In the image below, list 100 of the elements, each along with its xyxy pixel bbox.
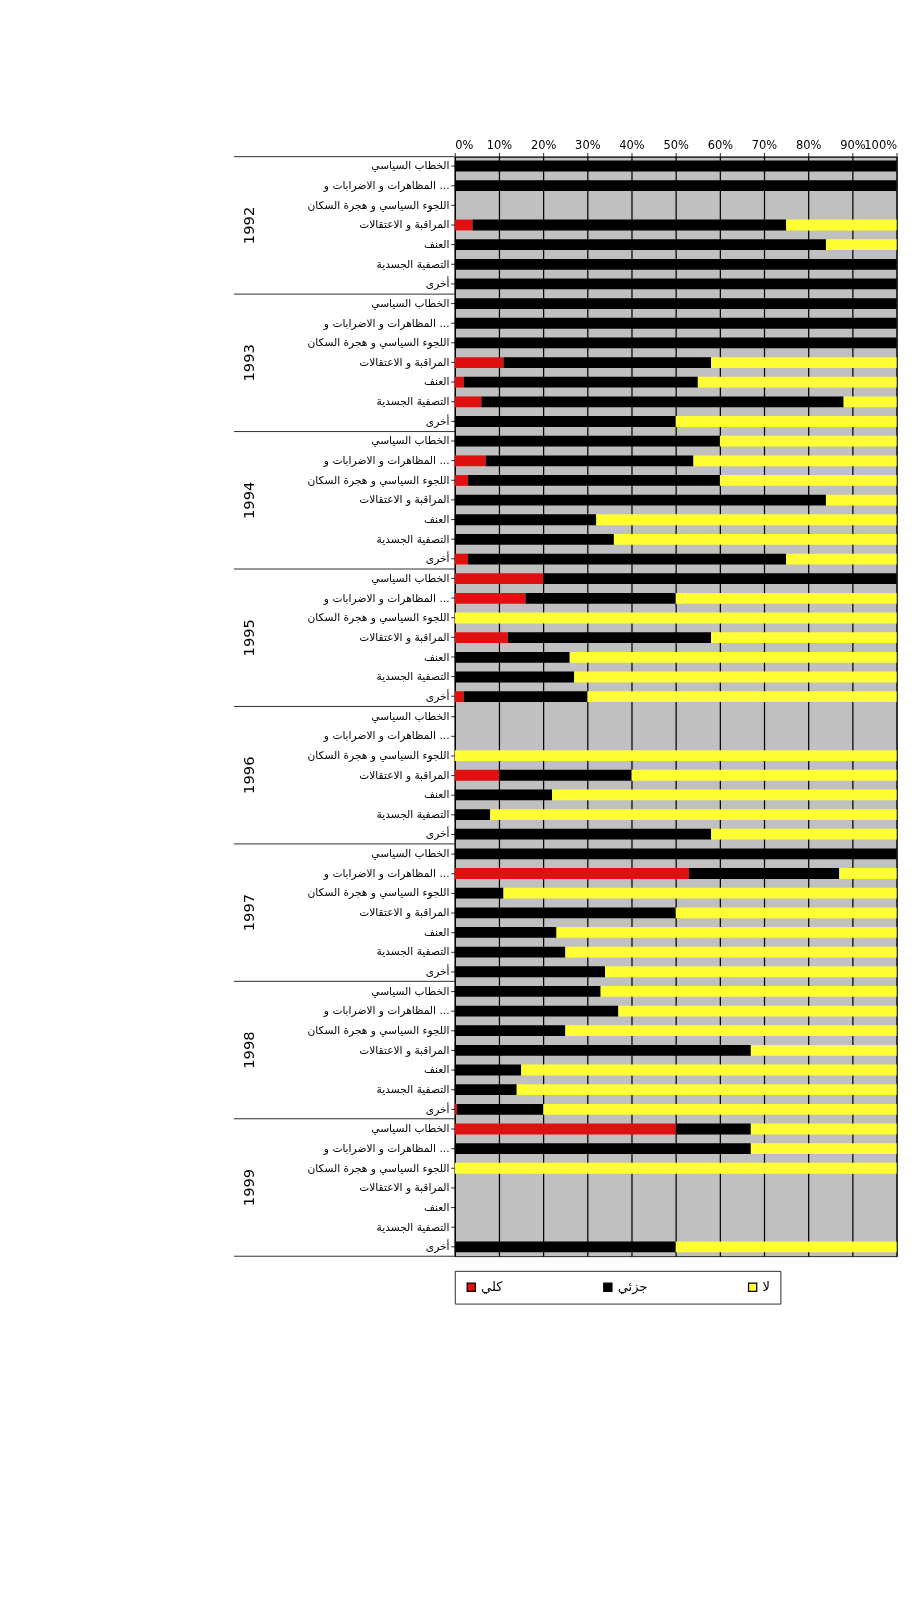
y-tick-label: المراقبة و الاعتقالات bbox=[359, 1181, 450, 1195]
text: 1992 bbox=[240, 206, 258, 245]
bar bbox=[711, 632, 897, 644]
bar bbox=[618, 1005, 897, 1017]
bar bbox=[675, 592, 897, 604]
y-tick-label: اللجوء السياسي و هجرة السكان bbox=[307, 886, 450, 900]
bar bbox=[490, 809, 897, 820]
bar bbox=[843, 396, 897, 408]
y-tick-label: أخرى bbox=[425, 276, 450, 291]
bar bbox=[587, 691, 897, 703]
y-tick-label: العنف bbox=[424, 650, 450, 664]
y-tick-label: اللجوء السياسي و هجرة السكان bbox=[307, 473, 450, 487]
y-tick-label: العنف bbox=[424, 925, 450, 939]
y-tick-label: التصفية الجسدية bbox=[376, 807, 450, 821]
y-tick-label: المظاهرات و الاضرابات و ... bbox=[322, 866, 450, 880]
bar bbox=[454, 396, 482, 408]
bar bbox=[631, 769, 897, 781]
y-tick-label: أخرى bbox=[425, 826, 450, 841]
y-tick-label: التصفية الجسدية bbox=[376, 395, 450, 409]
x-tick-label: 20% bbox=[530, 137, 557, 152]
y-tick-label: الخطاب السياسي bbox=[371, 1122, 450, 1136]
bar bbox=[839, 868, 897, 879]
bar bbox=[719, 475, 897, 486]
y-tick-label: أخرى bbox=[425, 551, 450, 566]
y-tick-label: التصفية الجسدية bbox=[376, 257, 450, 271]
bar bbox=[786, 219, 897, 231]
bar bbox=[454, 769, 500, 781]
y-tick-label: الخطاب السياسي bbox=[371, 296, 450, 310]
x-tick-label: 10% bbox=[486, 137, 513, 152]
bar bbox=[693, 455, 897, 467]
y-tick-label: العنف bbox=[424, 237, 450, 251]
y-tick-label: اللجوء السياسي و هجرة السكان bbox=[307, 198, 450, 212]
bar bbox=[569, 651, 897, 663]
legend-label: لا bbox=[762, 1279, 770, 1295]
y-tick-label: اللجوء السياسي و هجرة السكان bbox=[307, 611, 450, 625]
bar bbox=[675, 907, 897, 919]
y-tick-label: الخطاب السياسي bbox=[371, 159, 450, 173]
y-tick-label: العنف bbox=[424, 375, 450, 389]
y-tick-label: المراقبة و الاعتقالات bbox=[359, 218, 450, 232]
x-tick-label: 30% bbox=[575, 137, 601, 152]
bar bbox=[454, 1103, 458, 1115]
y-tick-label: التصفية الجسدية bbox=[376, 1220, 450, 1234]
y-tick-label: المظاهرات و الاضرابات و ... bbox=[322, 454, 450, 468]
bar bbox=[552, 789, 897, 801]
y-tick-label: العنف bbox=[424, 513, 450, 527]
bar bbox=[786, 553, 897, 565]
y-tick-label: التصفية الجسدية bbox=[376, 1082, 450, 1096]
legend-label: كلي bbox=[481, 1279, 504, 1295]
y-tick-label: المراقبة و الاعتقالات bbox=[359, 630, 450, 644]
bar bbox=[675, 416, 897, 427]
y-tick-label: المظاهرات و الاضرابات و ... bbox=[322, 1004, 450, 1018]
bar bbox=[825, 239, 897, 251]
x-tick-label: 40% bbox=[619, 137, 645, 152]
text: 1998 bbox=[240, 1031, 258, 1069]
x-tick-label: 0% bbox=[455, 137, 474, 152]
y-tick-label: اللجوء السياسي و هجرة السكان bbox=[307, 1023, 450, 1037]
x-tick-label: 70% bbox=[751, 137, 778, 152]
y-tick-label: المظاهرات و الاضرابات و ... bbox=[322, 1141, 450, 1155]
text: 1995 bbox=[240, 619, 258, 657]
text: 1997 bbox=[240, 893, 258, 932]
y-tick-label: أخرى bbox=[425, 688, 450, 703]
bar bbox=[454, 357, 504, 368]
y-tick-label: العنف bbox=[424, 788, 450, 802]
x-tick-label: 90% bbox=[840, 137, 866, 152]
y-tick-label: العنف bbox=[424, 1200, 450, 1214]
bar bbox=[454, 750, 897, 761]
bar bbox=[521, 1064, 897, 1076]
y-tick-label: المراقبة و الاعتقالات bbox=[359, 906, 450, 920]
y-tick-label: المراقبة و الاعتقالات bbox=[359, 1043, 450, 1057]
y-tick-label: أخرى bbox=[425, 1101, 450, 1116]
bar bbox=[711, 357, 897, 368]
y-tick-label: اللجوء السياسي و هجرة السكان bbox=[307, 748, 450, 762]
bar bbox=[454, 632, 508, 644]
y-tick-label: الخطاب السياسي bbox=[371, 847, 450, 861]
bar bbox=[711, 828, 897, 840]
text: 1994 bbox=[240, 481, 258, 520]
bar bbox=[600, 986, 897, 997]
y-tick-label: اللجوء السياسي و هجرة السكان bbox=[307, 1161, 450, 1175]
y-tick-label: التصفية الجسدية bbox=[376, 670, 450, 684]
bar bbox=[750, 1123, 897, 1135]
text: 1996 bbox=[240, 756, 258, 794]
text: 1993 bbox=[240, 344, 258, 382]
y-tick-label: العنف bbox=[424, 1063, 450, 1077]
text: 1999 bbox=[240, 1168, 258, 1207]
bar bbox=[574, 671, 897, 683]
bar bbox=[454, 691, 464, 703]
bar bbox=[543, 1103, 897, 1115]
bar bbox=[719, 435, 897, 447]
bar bbox=[516, 1084, 897, 1096]
y-tick-label: المظاهرات و الاضرابات و ... bbox=[322, 729, 450, 743]
bar bbox=[613, 534, 897, 545]
x-tick-label: 60% bbox=[707, 137, 734, 152]
bar bbox=[454, 455, 486, 467]
bar bbox=[454, 592, 526, 604]
y-tick-label: التصفية الجسدية bbox=[376, 532, 450, 546]
y-tick-label: أخرى bbox=[425, 964, 450, 979]
y-tick-label: المظاهرات و الاضرابات و ... bbox=[322, 178, 450, 192]
y-tick-label: الخطاب السياسي bbox=[371, 571, 450, 585]
y-tick-label: المظاهرات و الاضرابات و ... bbox=[322, 316, 450, 330]
bar bbox=[503, 887, 897, 899]
